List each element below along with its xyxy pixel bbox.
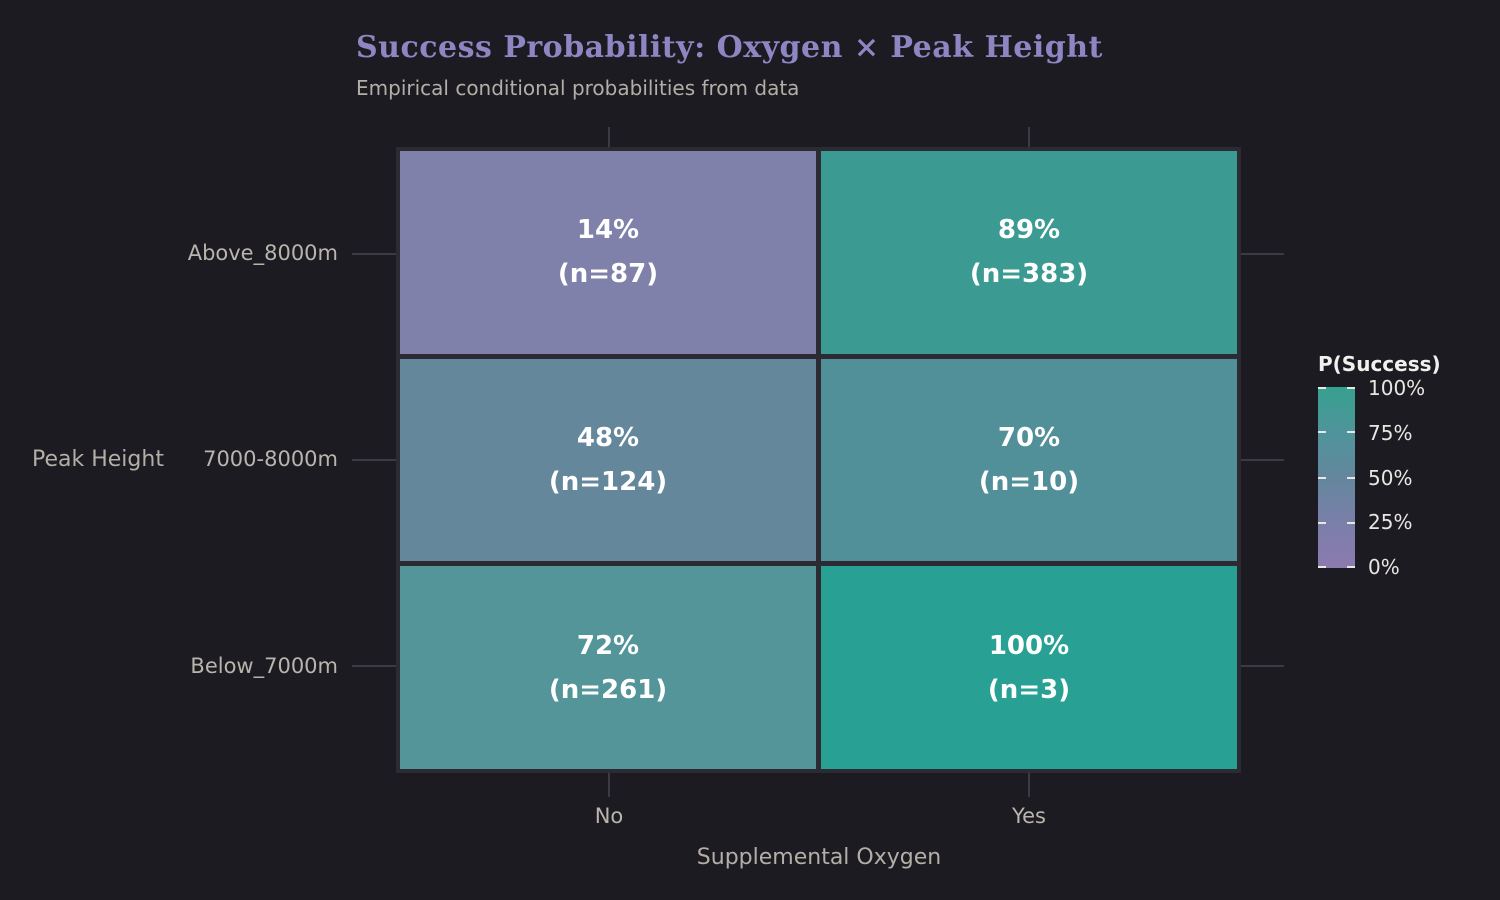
legend-colorbar: [1318, 387, 1355, 568]
colorbar-tick-right: [1347, 566, 1355, 568]
y-axis-title: Peak Height: [32, 447, 164, 472]
y-tick-label: 7000-8000m: [203, 447, 338, 471]
colorbar-tick-left: [1318, 522, 1326, 524]
y-tick-label: Below_7000m: [190, 654, 338, 678]
cell-count-label: (n=3): [987, 674, 1071, 705]
colorbar-tick-right: [1347, 387, 1355, 389]
colorbar-tick-left: [1318, 431, 1326, 433]
chart-subtitle: Empirical conditional probabilities from…: [356, 76, 800, 100]
x-tick-label: No: [594, 804, 624, 828]
cell-percent-label: 100%: [988, 630, 1070, 661]
cell-count-label: (n=124): [548, 466, 668, 497]
heatmap-cell: 89% (n=383): [821, 151, 1237, 354]
heatmap-cell: 48% (n=124): [400, 358, 816, 562]
cell-count-label: (n=261): [548, 674, 668, 705]
cell-count-label: (n=87): [557, 259, 659, 290]
legend-tick-label: 0%: [1368, 555, 1400, 579]
legend-tick-label: 25%: [1368, 510, 1413, 534]
legend-title: P(Success): [1318, 352, 1441, 376]
legend-tick-label: 50%: [1368, 466, 1413, 490]
colorbar-tick-left: [1318, 387, 1326, 389]
cell-count-label: (n=10): [978, 466, 1080, 497]
cell-count-label: (n=383): [969, 259, 1089, 290]
colorbar-tick-right: [1347, 522, 1355, 524]
heatmap-cell: 100% (n=3): [821, 566, 1237, 769]
legend-tick-label: 75%: [1368, 421, 1413, 445]
cell-percent-label: 14%: [576, 215, 640, 246]
x-axis-title: Supplemental Oxygen: [696, 845, 942, 870]
y-tick-label: Above_8000m: [187, 241, 338, 265]
heatmap-cell: 14% (n=87): [400, 151, 816, 354]
chart-title: Success Probability: Oxygen × Peak Heigh…: [356, 30, 1103, 65]
colorbar-tick-right: [1347, 431, 1355, 433]
heatmap-grid: 14% (n=87) 89% (n=383) 48% (n=124) 70% (n=10) 72…: [396, 147, 1241, 773]
heatmap-cell: 72% (n=261): [400, 566, 816, 769]
heatmap-cell: 70% (n=10): [821, 358, 1237, 562]
colorbar-tick-left: [1318, 566, 1326, 568]
legend-tick-label: 100%: [1368, 376, 1426, 400]
cell-percent-label: 72%: [576, 630, 640, 661]
cell-percent-label: 89%: [997, 215, 1061, 246]
cell-percent-label: 48%: [576, 422, 640, 453]
x-tick-label: Yes: [1012, 804, 1046, 828]
colorbar-tick-left: [1318, 477, 1326, 479]
colorbar-tick-right: [1347, 477, 1355, 479]
cell-percent-label: 70%: [997, 422, 1061, 453]
